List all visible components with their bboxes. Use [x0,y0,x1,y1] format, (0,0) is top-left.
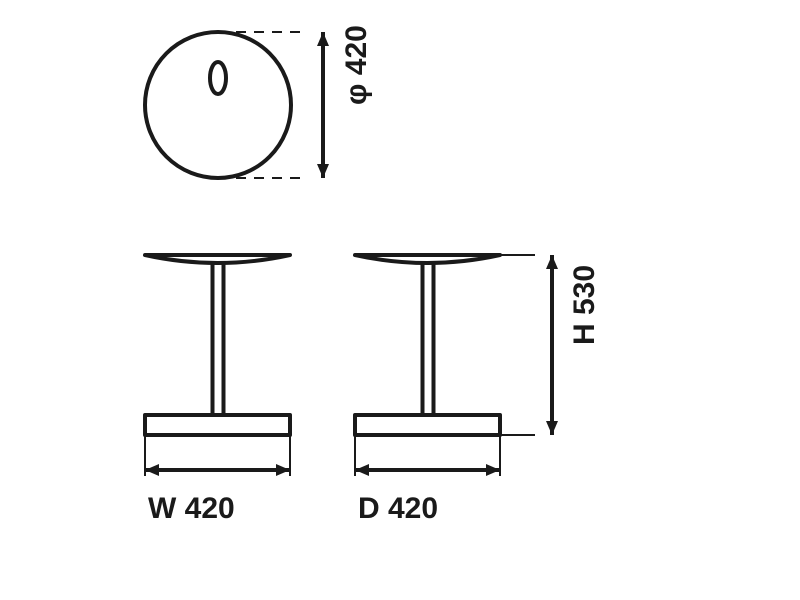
height-label: H 530 [568,265,602,345]
diameter-label: φ 420 [340,25,374,105]
depth-label: D 420 [358,492,438,526]
width-label: W 420 [148,492,235,526]
